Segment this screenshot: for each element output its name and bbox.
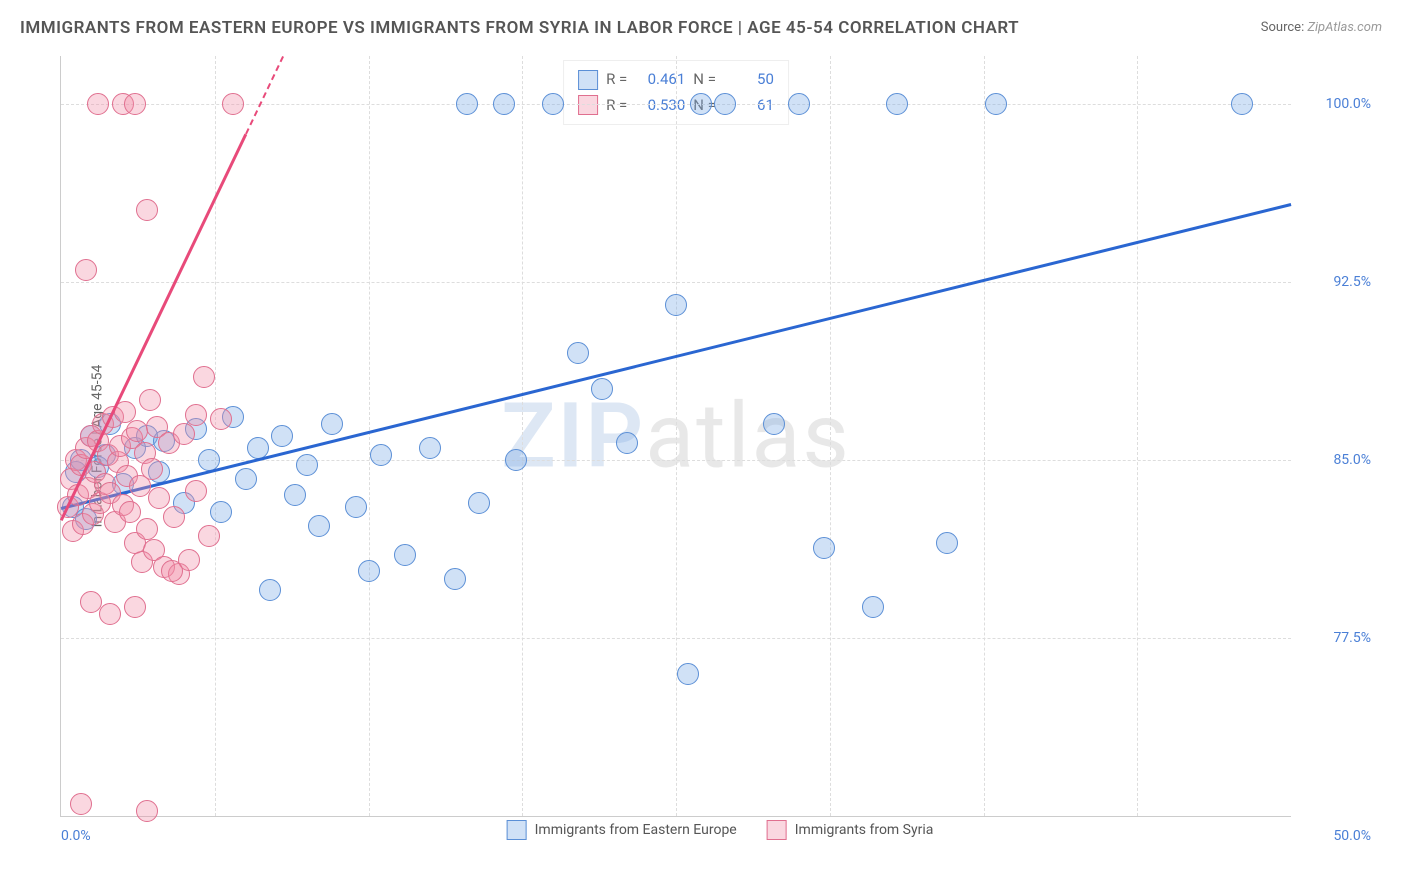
legend-item-a: Immigrants from Eastern Europe xyxy=(507,820,737,840)
data-point-syria xyxy=(222,93,244,115)
r-value-a: 0.461 xyxy=(635,67,685,93)
source-label: Source: xyxy=(1261,20,1304,35)
data-point-syria xyxy=(99,603,121,625)
data-point-syria xyxy=(185,480,207,502)
r-value-b: 0.530 xyxy=(635,93,685,119)
legend-swatch-a xyxy=(578,70,598,90)
data-point-eastern_europe xyxy=(616,432,638,454)
gridline-v xyxy=(522,56,523,816)
gridline-v xyxy=(369,56,370,816)
data-point-eastern_europe xyxy=(210,501,232,523)
x-tick-label: 0.0% xyxy=(61,828,91,844)
data-point-syria xyxy=(80,591,102,613)
gridline-v xyxy=(215,56,216,816)
data-point-eastern_europe xyxy=(1231,93,1253,115)
data-point-eastern_europe xyxy=(345,496,367,518)
x-tick-label: 50.0% xyxy=(1301,828,1371,844)
data-point-syria xyxy=(148,487,170,509)
data-point-eastern_europe xyxy=(296,454,318,476)
data-point-syria xyxy=(124,596,146,618)
legend-item-b: Immigrants from Syria xyxy=(767,820,934,840)
data-point-eastern_europe xyxy=(542,93,564,115)
data-point-eastern_europe xyxy=(813,537,835,559)
data-point-eastern_europe xyxy=(763,413,785,435)
data-point-eastern_europe xyxy=(468,492,490,514)
data-point-syria xyxy=(198,525,220,547)
gridline-v xyxy=(830,56,831,816)
data-point-eastern_europe xyxy=(788,93,810,115)
data-point-syria xyxy=(70,793,92,815)
legend-swatch-b xyxy=(578,95,598,115)
data-point-syria xyxy=(210,408,232,430)
data-point-syria xyxy=(141,458,163,480)
n-value-a: 50 xyxy=(724,67,774,93)
data-point-eastern_europe xyxy=(444,568,466,590)
data-point-eastern_europe xyxy=(677,663,699,685)
data-point-syria xyxy=(163,506,185,528)
source-value: ZipAtlas.com xyxy=(1307,20,1382,35)
data-point-eastern_europe xyxy=(271,425,293,447)
data-point-eastern_europe xyxy=(235,468,257,490)
legend-label-b: Immigrants from Syria xyxy=(795,822,934,838)
data-point-eastern_europe xyxy=(419,437,441,459)
data-point-syria xyxy=(124,93,146,115)
data-point-syria xyxy=(75,259,97,281)
data-point-eastern_europe xyxy=(321,413,343,435)
data-point-eastern_europe xyxy=(936,532,958,554)
y-tick-label: 100.0% xyxy=(1301,96,1371,112)
data-point-syria xyxy=(193,366,215,388)
data-point-syria xyxy=(173,423,195,445)
gridline-v xyxy=(676,56,677,816)
n-label: N = xyxy=(693,67,716,93)
data-point-eastern_europe xyxy=(567,342,589,364)
data-point-eastern_europe xyxy=(714,93,736,115)
data-point-syria xyxy=(87,93,109,115)
data-point-eastern_europe xyxy=(358,560,380,582)
data-point-eastern_europe xyxy=(665,294,687,316)
r-label: R = xyxy=(606,93,627,119)
data-point-syria xyxy=(161,560,183,582)
trendline-syria xyxy=(245,57,284,135)
legend-swatch-a2 xyxy=(507,820,527,840)
data-point-eastern_europe xyxy=(862,596,884,618)
chart-container: IMMIGRANTS FROM EASTERN EUROPE VS IMMIGR… xyxy=(0,0,1406,892)
data-point-syria xyxy=(119,501,141,523)
r-label: R = xyxy=(606,67,627,93)
y-tick-label: 92.5% xyxy=(1301,274,1371,290)
data-point-syria xyxy=(126,420,148,442)
plot-area: ZIPatlas R = 0.461 N = 50 R = 0.530 N = … xyxy=(60,56,1291,817)
legend-series: Immigrants from Eastern Europe Immigrant… xyxy=(507,820,934,840)
gridline-v xyxy=(1137,56,1138,816)
y-tick-label: 85.0% xyxy=(1301,452,1371,468)
data-point-eastern_europe xyxy=(591,378,613,400)
data-point-eastern_europe xyxy=(370,444,392,466)
legend-swatch-b2 xyxy=(767,820,787,840)
data-point-eastern_europe xyxy=(886,93,908,115)
source-citation: Source: ZipAtlas.com xyxy=(1261,20,1382,35)
data-point-syria xyxy=(139,389,161,411)
y-tick-label: 77.5% xyxy=(1301,630,1371,646)
data-point-eastern_europe xyxy=(456,93,478,115)
chart-title: IMMIGRANTS FROM EASTERN EUROPE VS IMMIGR… xyxy=(20,18,1019,38)
legend-label-a: Immigrants from Eastern Europe xyxy=(535,822,737,838)
data-point-eastern_europe xyxy=(690,93,712,115)
chart-area: ZIPatlas R = 0.461 N = 50 R = 0.530 N = … xyxy=(60,56,1380,846)
data-point-eastern_europe xyxy=(259,579,281,601)
data-point-eastern_europe xyxy=(308,515,330,537)
data-point-eastern_europe xyxy=(394,544,416,566)
data-point-eastern_europe xyxy=(505,449,527,471)
data-point-syria xyxy=(136,199,158,221)
data-point-eastern_europe xyxy=(985,93,1007,115)
gridline-v xyxy=(984,56,985,816)
data-point-syria xyxy=(185,404,207,426)
data-point-eastern_europe xyxy=(284,484,306,506)
data-point-syria xyxy=(136,800,158,822)
data-point-syria xyxy=(136,518,158,540)
data-point-eastern_europe xyxy=(493,93,515,115)
